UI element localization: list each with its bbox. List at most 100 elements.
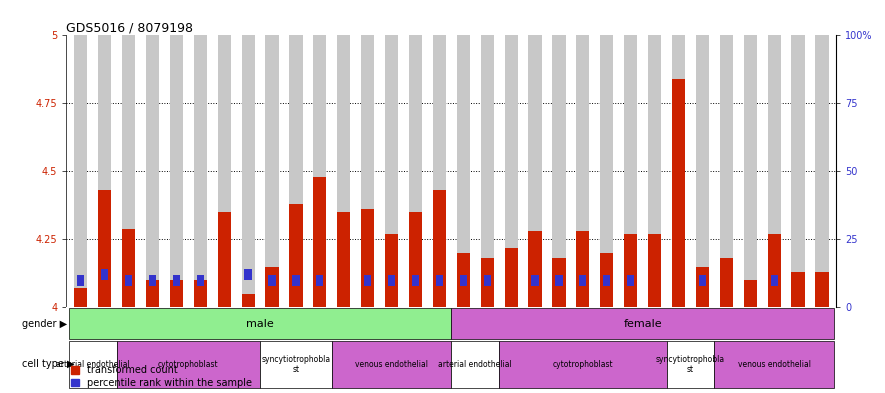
Bar [313,177,327,307]
Bar [791,35,804,307]
Bar [146,280,159,307]
Bar [364,275,372,286]
Bar [451,308,834,339]
Text: cell type ▶: cell type ▶ [22,359,74,369]
Text: male: male [246,318,274,329]
Bar [771,275,778,286]
Bar [604,275,611,286]
Bar [125,275,132,286]
Bar [77,275,84,286]
Bar [481,35,494,307]
Bar [98,35,112,307]
Bar [385,35,398,307]
Bar [266,266,279,307]
Bar [218,35,231,307]
Bar [117,341,260,388]
Bar [576,231,589,307]
Bar [196,275,204,286]
Bar [504,248,518,307]
Bar [289,35,303,307]
Bar [260,341,332,388]
Bar [600,35,613,307]
Bar [483,275,491,286]
Bar [266,35,279,307]
Bar [74,288,88,307]
Bar [767,35,781,307]
Bar [624,35,637,307]
Bar [552,35,566,307]
Bar [361,35,374,307]
Bar [600,253,613,307]
Bar [146,35,159,307]
Bar [815,35,828,307]
Text: venous endothelial: venous endothelial [355,360,428,369]
Bar [531,275,539,286]
Bar [767,234,781,307]
Bar [316,275,323,286]
Bar [361,209,374,307]
Bar [313,35,327,307]
Bar [528,231,542,307]
Text: arterial endothelial: arterial endothelial [438,360,512,369]
Bar [244,269,251,280]
Bar [337,35,350,307]
Bar [122,35,135,307]
Bar [743,280,757,307]
Bar [481,259,494,307]
Bar [672,79,685,307]
Bar [289,204,303,307]
Bar [122,229,135,307]
Bar [242,35,255,307]
Bar [433,191,446,307]
Bar [457,35,470,307]
Bar [435,275,443,286]
Bar [699,275,706,286]
Bar [170,35,183,307]
Bar [194,35,207,307]
Text: syncytiotrophobla
st: syncytiotrophobla st [261,354,330,374]
Bar [409,35,422,307]
Bar [499,341,666,388]
Text: venous endothelial: venous endothelial [738,360,811,369]
Bar [552,259,566,307]
Bar [648,234,661,307]
Bar [69,341,117,388]
Bar [388,275,396,286]
Bar [672,35,685,307]
Bar [504,35,518,307]
Bar [580,275,587,286]
Bar [170,280,183,307]
Bar [555,275,563,286]
Bar [627,275,635,286]
Bar [292,275,299,286]
Bar [409,212,422,307]
Bar [815,272,828,307]
Text: arterial endothelial: arterial endothelial [56,360,129,369]
Bar [648,35,661,307]
Text: female: female [623,318,662,329]
Bar [433,35,446,307]
Bar [412,275,419,286]
Text: GDS5016 / 8079198: GDS5016 / 8079198 [66,21,194,34]
Bar [98,191,112,307]
Bar [451,341,499,388]
Bar [666,341,714,388]
Bar [268,275,275,286]
Bar [69,308,451,339]
Bar [459,275,467,286]
Bar [173,275,180,286]
Text: syncytiotrophobla
st: syncytiotrophobla st [656,354,725,374]
Bar [194,280,207,307]
Bar [101,269,108,280]
Bar [791,272,804,307]
Bar [720,35,733,307]
Bar [576,35,589,307]
Bar [696,266,709,307]
Bar [457,253,470,307]
Bar [528,35,542,307]
Bar [385,234,398,307]
Bar [332,341,451,388]
Bar [242,294,255,307]
Bar [74,35,88,307]
Bar [337,212,350,307]
